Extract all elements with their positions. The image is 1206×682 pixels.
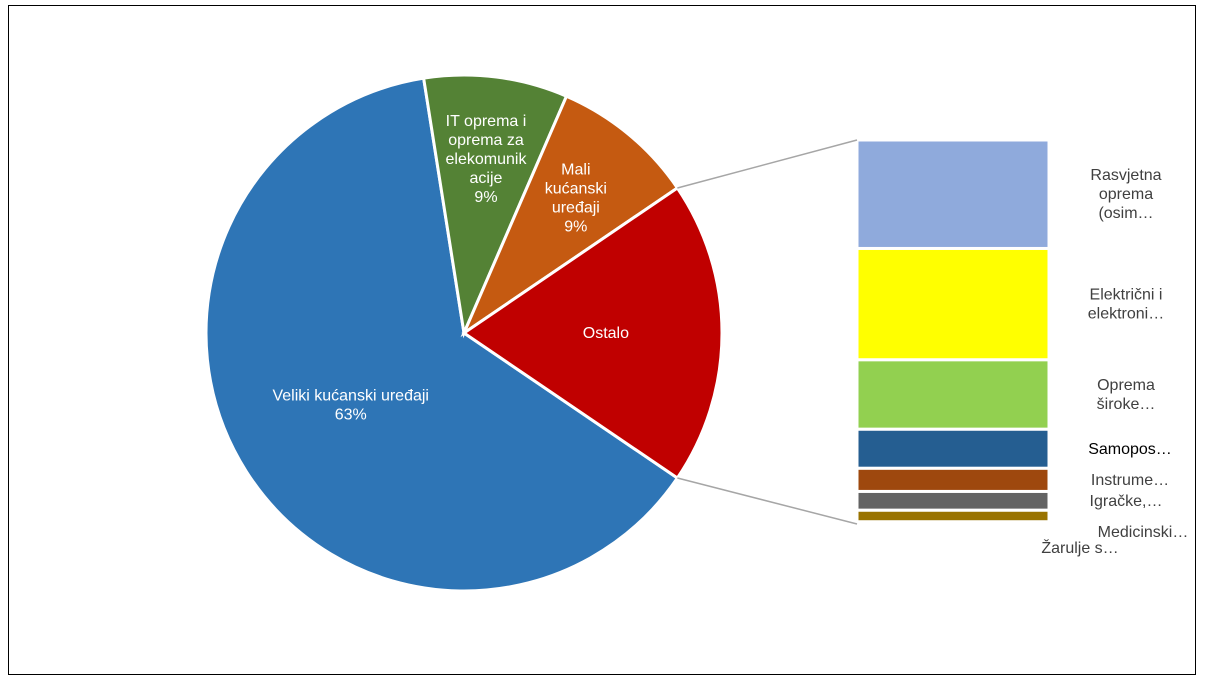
pie-label-ostalo: Ostalo	[583, 325, 629, 342]
bar-label-rasvjetna: Rasvjetna oprema (osim…	[1090, 167, 1161, 222]
pie-label-it-oprema-i-oprema-za-telekomunikacije: IT oprema i oprema za elekomunik acije 9%	[446, 113, 528, 206]
pie-slice-ostalo	[461, 185, 724, 481]
bar-label-igracke: Igračke,…	[1090, 493, 1163, 510]
bar-label-medicinski: Medicinski…	[1098, 524, 1189, 541]
connector-line-top	[677, 139, 858, 189]
pie-label-mali-kucanski-ure-aji: Mali kućanski uređaji 9%	[545, 161, 607, 235]
pie-slice-veliki-kucanski-ure-aji	[204, 76, 680, 593]
pie-label-veliki-kucanski-ure-aji: Veliki kućanski uređaji 63%	[272, 387, 429, 423]
pie-slice-mali-kucanski-ure-aji	[460, 94, 680, 338]
bar-label-elektricni-i: Električni i elektroni…	[1088, 287, 1164, 323]
pie-slice-it-oprema-i-oprema-za-telekomunikacije	[421, 73, 569, 339]
bar-segment-elektricni-i	[855, 246, 1051, 362]
bar-segment-samopos	[855, 427, 1051, 470]
connector-line-bottom	[677, 477, 858, 525]
bar-segment-instrume	[855, 466, 1051, 493]
bar-segment-igracke	[855, 489, 1051, 512]
bar-segment-rasvjetna	[855, 138, 1051, 250]
bar-label-oprema: Oprema široke…	[1097, 377, 1156, 413]
bar-segment-zarulje-s	[855, 520, 1051, 526]
bar-segment-oprema	[855, 358, 1051, 431]
bar-label-zarulje-s: Žarulje s…	[1041, 538, 1118, 557]
bar-label-instrume: Instrume…	[1091, 472, 1169, 489]
bar-label-samopos: Samopos…	[1088, 441, 1172, 458]
bar-segment-medicinski	[855, 508, 1051, 524]
